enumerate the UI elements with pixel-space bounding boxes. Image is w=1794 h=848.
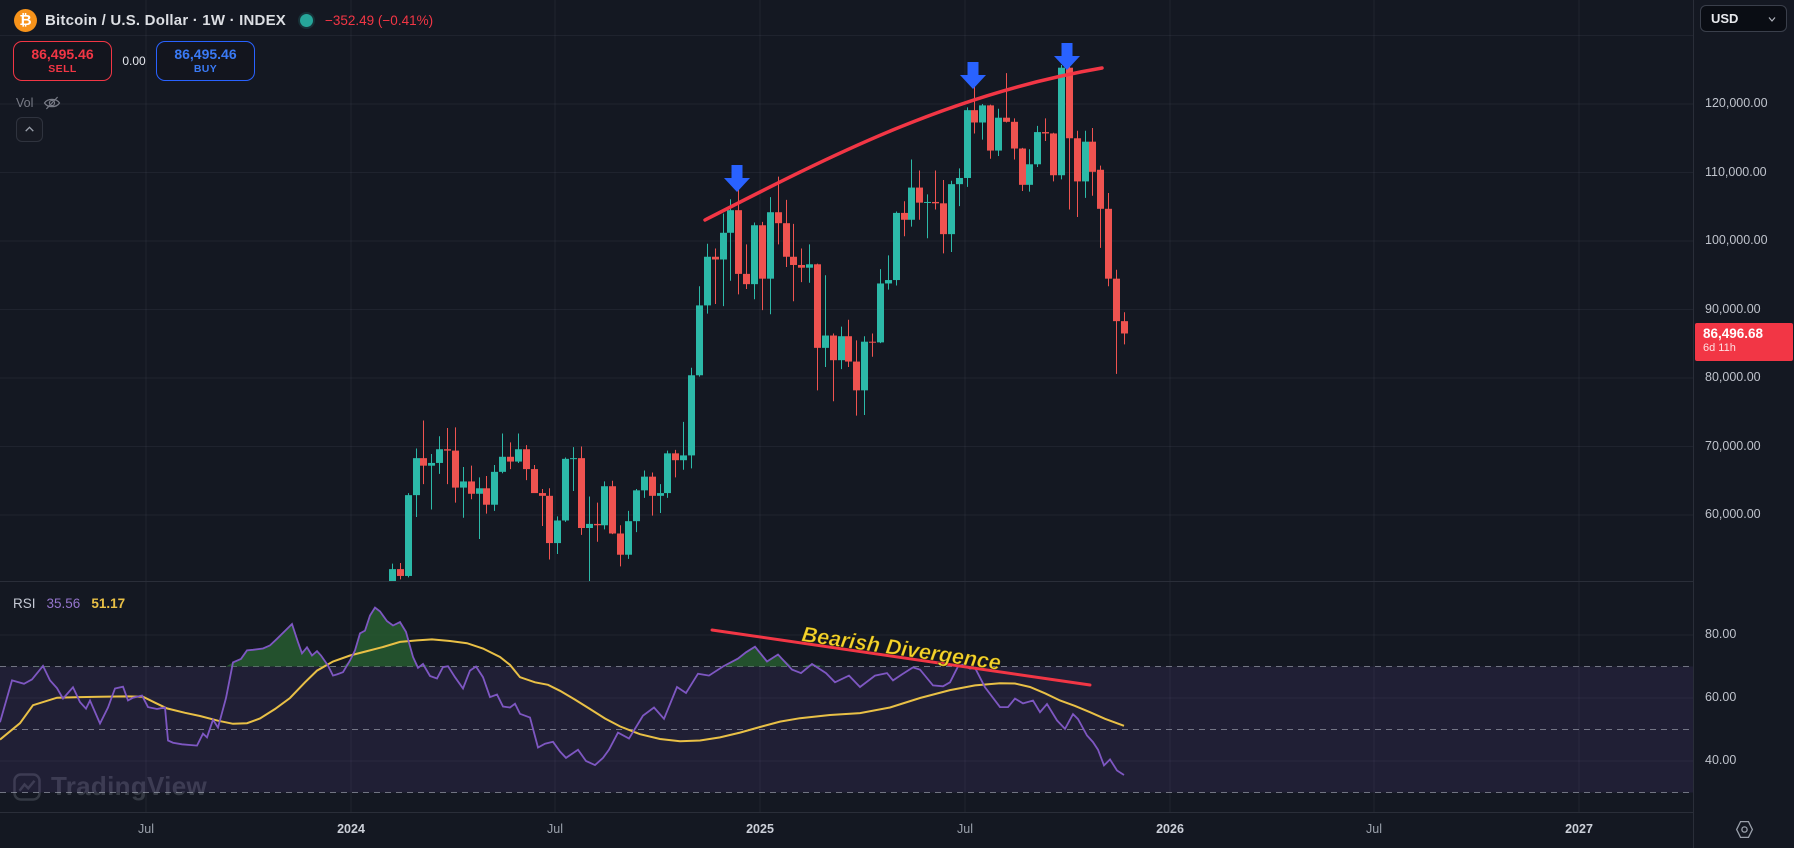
price-trendline[interactable] bbox=[703, 66, 1104, 222]
candles-layer bbox=[389, 60, 1128, 581]
price-tick-label: 60,000.00 bbox=[1705, 507, 1761, 521]
arrow-down-marker[interactable] bbox=[960, 62, 986, 89]
time-axis[interactable]: Jul 2024 Jul 2025 Jul 2026 Jul 2027 bbox=[0, 812, 1693, 848]
price-tick-label: 90,000.00 bbox=[1705, 301, 1761, 316]
price-tick-label: 70,000.00 bbox=[1705, 438, 1761, 453]
bar-countdown: 6d 11h bbox=[1703, 342, 1736, 355]
price-tick-label: 80,000.00 bbox=[1705, 370, 1761, 384]
sell-button[interactable]: 86,495.46 SELL bbox=[13, 41, 112, 81]
gridlines bbox=[0, 0, 1693, 812]
price-tick-label: 110,000.00 bbox=[1705, 164, 1767, 179]
time-tick-label: Jul bbox=[957, 822, 973, 836]
arrow-down-marker[interactable] bbox=[1054, 43, 1080, 70]
rsi-value: 35.56 bbox=[46, 596, 81, 611]
rsi-tick-label: 40.00 bbox=[1705, 753, 1737, 767]
rsi-overbought-fill bbox=[0, 607, 1124, 667]
volume-study-row: Vol bbox=[16, 94, 61, 112]
symbol-header: ₿ Bitcoin / U.S. Dollar · 1W · INDEX −35… bbox=[14, 9, 433, 32]
spread-value: 0.00 bbox=[122, 54, 146, 68]
chart-canvas[interactable]: Bearish Divergence bbox=[0, 0, 1693, 812]
order-panel: 86,495.46 SELL 0.00 86,495.46 BUY bbox=[13, 41, 255, 81]
arrow-down-marker[interactable] bbox=[724, 165, 750, 192]
last-price-value: 86,496.68 bbox=[1703, 326, 1764, 342]
last-price-badge: 86,496.68 6d 11h bbox=[1695, 323, 1793, 362]
volume-label: Vol bbox=[16, 96, 34, 110]
time-tick-label: Jul bbox=[138, 822, 154, 836]
symbol-title[interactable]: Bitcoin / U.S. Dollar · 1W · INDEX bbox=[45, 12, 286, 29]
rsi-ma-value: 51.17 bbox=[91, 596, 126, 611]
rsi-pane bbox=[0, 606, 1693, 793]
market-status-icon[interactable] bbox=[300, 14, 313, 27]
bitcoin-logo-icon: ₿ bbox=[14, 9, 37, 32]
collapse-panel-button[interactable] bbox=[16, 117, 43, 142]
time-tick-label: Jul bbox=[1366, 822, 1382, 836]
tradingview-watermark: TradingView bbox=[12, 771, 207, 802]
visibility-off-icon[interactable] bbox=[43, 94, 61, 112]
rsi-legend: RSI 35.56 51.17 bbox=[13, 596, 125, 611]
sell-price: 86,495.46 bbox=[31, 45, 94, 62]
rsi-trendline[interactable] bbox=[710, 628, 1092, 687]
price-tick-label: 100,000.00 bbox=[1705, 233, 1768, 247]
chevron-down-icon bbox=[1768, 16, 1776, 22]
chevron-up-icon bbox=[25, 126, 34, 132]
time-tick-label: 2024 bbox=[337, 822, 365, 836]
time-tick-label: 2025 bbox=[746, 822, 774, 836]
price-scale[interactable]: USD 86,496.68 6d 11h 120,000.00 110,000.0… bbox=[1693, 0, 1794, 848]
buy-price: 86,495.46 bbox=[174, 45, 237, 62]
rsi-indicator-label[interactable]: RSI bbox=[13, 596, 36, 611]
buy-label: BUY bbox=[193, 63, 218, 76]
time-tick-label: 2026 bbox=[1156, 822, 1184, 836]
currency-selector[interactable]: USD bbox=[1700, 5, 1787, 32]
price-tick-label: 120,000.00 bbox=[1705, 96, 1768, 110]
price-change: −352.49 (−0.41%) bbox=[325, 13, 434, 28]
time-tick-label: Jul bbox=[547, 822, 563, 836]
tradingview-logo-icon bbox=[13, 772, 41, 801]
rsi-line bbox=[0, 606, 1125, 776]
rsi-ma-line bbox=[0, 638, 1125, 743]
sell-label: SELL bbox=[48, 63, 77, 76]
buy-button[interactable]: 86,495.46 BUY bbox=[156, 41, 255, 81]
time-tick-label: 2027 bbox=[1565, 822, 1593, 836]
scale-settings-icon[interactable] bbox=[1734, 819, 1755, 845]
rsi-tick-label: 60.00 bbox=[1705, 690, 1737, 704]
rsi-tick-label: 80.00 bbox=[1705, 627, 1737, 641]
